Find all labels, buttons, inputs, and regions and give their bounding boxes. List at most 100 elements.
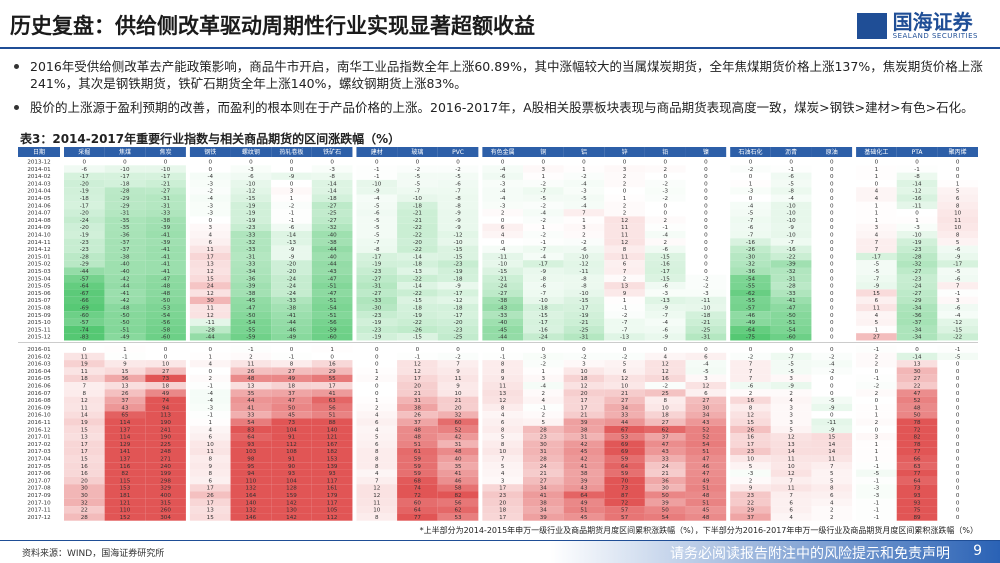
heat-cell — [104, 194, 146, 202]
value-cell: 47 — [662, 442, 670, 448]
heat-cell — [685, 282, 727, 290]
value-cell: 0 — [830, 391, 834, 397]
column-header: 镍 — [703, 148, 709, 156]
heat-cell — [644, 433, 686, 441]
heat-cell — [563, 245, 605, 253]
heat-cell — [730, 367, 771, 375]
heat-cell — [644, 274, 686, 283]
heat-cell — [937, 274, 978, 283]
heat-cell — [145, 194, 186, 202]
heat-cell — [189, 304, 231, 312]
value-cell: -1 — [122, 354, 128, 360]
value-cell: 6 — [704, 391, 708, 397]
value-cell: 93 — [288, 471, 296, 477]
value-cell: 19 — [81, 420, 89, 426]
value-cell: -2 — [703, 276, 709, 282]
heat-cell — [311, 396, 353, 404]
heat-cell — [437, 491, 479, 499]
heat-cell — [189, 462, 231, 470]
heat-cell — [811, 223, 853, 231]
heat-cell — [856, 469, 897, 477]
heat-cell — [604, 498, 645, 507]
value-cell: -48 — [161, 284, 171, 290]
heat-cell — [896, 389, 938, 397]
heat-cell — [685, 506, 727, 514]
value-cell: -5 — [374, 203, 380, 209]
value-cell: -18 — [413, 262, 423, 268]
date-cell: 2014-06 — [27, 203, 51, 209]
value-cell: 0 — [164, 354, 168, 360]
value-cell: 26 — [121, 391, 129, 397]
heat-cell — [937, 231, 978, 239]
heat-cell — [523, 418, 564, 426]
value-cell: -20 — [80, 181, 90, 187]
date-cell: 2014-12 — [27, 247, 50, 253]
value-cell: -19 — [246, 218, 256, 224]
heat-cell — [770, 498, 812, 507]
value-cell: 57 — [621, 515, 629, 521]
value-cell: 27 — [913, 376, 921, 382]
heat-cell — [896, 396, 938, 404]
value-cell: 13 — [247, 383, 255, 389]
heat-cell — [311, 311, 353, 319]
heat-cell — [104, 158, 146, 166]
value-cell: 8 — [83, 391, 87, 397]
heat-cell — [311, 469, 353, 477]
heat-cell — [811, 418, 853, 426]
heat-cell — [104, 367, 146, 375]
heat-cell — [356, 360, 398, 368]
heat-cell — [856, 245, 897, 253]
heat-cell — [271, 260, 312, 268]
value-cell: 12 — [662, 369, 669, 375]
heat-cell — [64, 425, 105, 434]
value-cell: -3 — [662, 291, 668, 297]
heat-cell — [64, 403, 105, 412]
heat-cell — [604, 172, 645, 180]
heat-cell — [563, 194, 605, 202]
heat-cell — [604, 396, 645, 404]
value-cell: 15 — [81, 427, 89, 433]
heat-cell — [563, 260, 605, 268]
value-cell: -18 — [80, 196, 90, 202]
value-cell: 10 — [954, 225, 962, 231]
value-cell: 47 — [702, 471, 710, 477]
value-cell: 0 — [956, 413, 960, 419]
heat-cell — [397, 513, 438, 521]
heat-cell — [685, 498, 727, 507]
value-cell: -2 — [622, 313, 628, 319]
value-cell: -17 — [80, 174, 90, 180]
heat-cell — [356, 172, 398, 180]
value-cell: -28 — [912, 254, 922, 260]
heat-cell — [271, 403, 312, 412]
heat-cell — [644, 374, 686, 382]
heat-cell — [896, 282, 938, 290]
value-cell: 137 — [120, 427, 131, 433]
heat-cell — [896, 484, 938, 492]
value-cell: 49 — [162, 391, 170, 397]
value-cell: -39 — [161, 240, 171, 246]
value-cell: -8 — [581, 284, 587, 290]
heat-cell — [811, 352, 853, 361]
heat-cell — [145, 469, 186, 477]
heat-cell — [604, 267, 645, 275]
heat-cell — [437, 469, 479, 477]
value-cell: 33 — [247, 413, 255, 419]
value-cell: -1 — [914, 167, 920, 173]
heat-cell — [64, 469, 105, 477]
value-cell: -54 — [246, 320, 256, 326]
heat-cell — [730, 484, 771, 492]
heat-cell — [437, 484, 479, 492]
heat-cell — [189, 506, 231, 514]
heat-cell — [604, 231, 645, 239]
heat-cell — [685, 440, 727, 448]
heat-cell — [770, 433, 812, 441]
value-cell: -6 — [374, 211, 380, 217]
value-cell: 49 — [288, 376, 296, 382]
heat-cell — [482, 325, 523, 334]
value-cell: 0 — [249, 159, 253, 165]
heat-cell — [145, 476, 186, 485]
value-cell: -23 — [372, 327, 382, 333]
value-cell: 0 — [704, 203, 708, 209]
value-cell: 0 — [208, 159, 212, 165]
heat-cell — [482, 506, 523, 514]
